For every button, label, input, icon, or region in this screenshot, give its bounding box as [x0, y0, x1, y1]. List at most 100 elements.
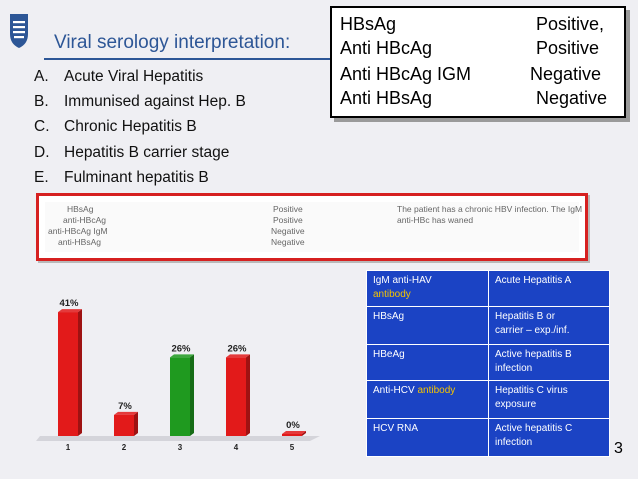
- table-row: IgM anti-HAV antibody Acute Hepatitis A: [366, 270, 610, 307]
- answer-explanation-panel: HBsAg anti-HBcAg anti-HBcAg IgM anti-HBs…: [45, 202, 583, 252]
- answer-value: Positive: [273, 204, 303, 214]
- chart-data-label: 0%: [286, 420, 300, 431]
- chart-bar: [170, 354, 194, 436]
- answer-marker: anti-HBcAg IgM: [48, 226, 108, 236]
- table-row: HCV RNA Active hepatitis C infection: [366, 418, 610, 457]
- answer-marker: HBsAg: [67, 204, 94, 214]
- chart-bar-side: [134, 411, 138, 436]
- table-row: HBeAg Active hepatitis B infection: [366, 344, 610, 381]
- lab-value: Negative: [530, 64, 602, 84]
- option-text: Immunised against Hep. B: [64, 93, 246, 110]
- chart-bar-top: [58, 309, 82, 313]
- table-cell-meaning: Acute Hepatitis A: [488, 270, 610, 307]
- lab-marker: Anti HBcAg IGM: [340, 64, 472, 84]
- answer-explanation: anti-HBc has waned: [397, 215, 474, 225]
- chart-bar-front: [58, 312, 78, 436]
- chart-bar-side: [190, 354, 194, 436]
- chart-data-label: 7%: [118, 401, 132, 412]
- table-cell-marker: IgM anti-HAV antibody: [366, 270, 489, 307]
- table-cell-marker: HBsAg: [366, 306, 489, 345]
- chart-bar: [58, 309, 82, 436]
- table-cell-marker: HCV RNA: [366, 418, 489, 457]
- chart-bar-front: [226, 357, 246, 436]
- lab-marker: Anti HBcAg: [340, 38, 433, 58]
- option-letter: D.: [34, 144, 50, 161]
- chart-bar-side: [302, 431, 306, 436]
- meaning-text: infection: [495, 363, 533, 374]
- meaning-text: Hepatitis B or: [495, 311, 556, 322]
- poll-results-chart: 41% 1 7% 2 26% 3 26% 4 0% 5: [36, 298, 320, 452]
- meaning-text: carrier – exp./inf.: [495, 325, 570, 336]
- chart-bar: [226, 354, 250, 436]
- meaning-text: Acute Hepatitis A: [495, 275, 572, 286]
- option-letter: A.: [34, 68, 49, 85]
- lab-value: Positive,: [536, 14, 605, 34]
- answer-value: Negative: [271, 226, 305, 236]
- option-text: Chronic Hepatitis B: [64, 118, 197, 135]
- table-cell-meaning: Active hepatitis C infection: [488, 418, 610, 457]
- university-logo-icon: [10, 14, 28, 48]
- meaning-text: Active hepatitis B: [495, 349, 572, 360]
- table-cell-meaning: Hepatitis C virus exposure: [488, 380, 610, 419]
- table-row: HBsAg Hepatitis B or carrier – exp./inf.: [366, 306, 610, 345]
- chart-bar-top: [114, 411, 138, 415]
- chart-bar: [114, 411, 138, 436]
- chart-bar-front: [282, 434, 302, 436]
- answer-marker: anti-HBcAg: [63, 215, 106, 225]
- table-cell-meaning: Active hepatitis B infection: [488, 344, 610, 381]
- chart-data-label: 41%: [59, 298, 79, 309]
- meaning-text: Active hepatitis C: [495, 423, 573, 434]
- answer-explanation-box: HBsAg anti-HBcAg anti-HBcAg IgM anti-HBs…: [36, 193, 588, 261]
- lab-marker: HBsAg: [340, 14, 397, 34]
- option-letter: E.: [34, 169, 49, 186]
- marker-text: HBsAg: [373, 311, 405, 322]
- chart-bar-top: [170, 354, 194, 358]
- option-text: Fulminant hepatitis B: [64, 169, 209, 186]
- chart-data-label: 26%: [227, 343, 247, 354]
- lab-value: Negative: [536, 88, 608, 108]
- marker-highlight: antibody: [373, 289, 411, 300]
- marker-text: HCV RNA: [373, 423, 419, 434]
- chart-bar: [282, 431, 306, 436]
- chart-bar-top: [282, 431, 306, 434]
- table-cell-meaning: Hepatitis B or carrier – exp./inf.: [488, 306, 610, 345]
- meaning-text: exposure: [495, 399, 537, 410]
- lab-value: Positive: [536, 38, 600, 58]
- option-text: Acute Viral Hepatitis: [64, 68, 204, 85]
- lab-marker: Anti HBsAg: [340, 88, 433, 108]
- title-divider: [44, 58, 344, 60]
- chart-tick-label: 2: [122, 443, 127, 452]
- meaning-text: infection: [495, 437, 533, 448]
- serology-reference-table: IgM anti-HAV antibody Acute Hepatitis A …: [366, 270, 610, 457]
- table-row: Anti-HCV antibody Hepatitis C virus expo…: [366, 380, 610, 419]
- chart-bar-top: [226, 354, 250, 358]
- table-cell-marker: HBeAg: [366, 344, 489, 381]
- chart-tick-label: 3: [178, 443, 183, 452]
- answer-value: Positive: [273, 215, 303, 225]
- chart-bar-side: [78, 309, 82, 436]
- option-letter: B.: [34, 93, 49, 110]
- meaning-text: Hepatitis C virus: [495, 385, 568, 396]
- chart-bar-front: [114, 414, 134, 436]
- lab-results-callout: HBsAg Positive, Anti HBcAg Positive Anti…: [330, 6, 626, 118]
- chart-tick-label: 4: [234, 443, 239, 452]
- option-letter: C.: [34, 118, 50, 135]
- page-number: 3: [614, 440, 623, 457]
- marker-text: IgM anti-HAV: [373, 275, 432, 286]
- table-cell-marker: Anti-HCV antibody: [366, 380, 489, 419]
- slide-title: Viral serology interpretation:: [54, 32, 291, 53]
- chart-data-label: 26%: [171, 343, 191, 354]
- chart-tick-label: 1: [66, 443, 71, 452]
- chart-floor: [36, 436, 320, 441]
- chart-bar-side: [246, 354, 250, 436]
- chart-bar-front: [170, 357, 190, 436]
- marker-text: HBeAg: [373, 349, 405, 360]
- marker-highlight: antibody: [417, 385, 456, 396]
- answer-explanation: The patient has a chronic HBV infection.…: [397, 204, 583, 214]
- chart-tick-label: 5: [290, 443, 295, 452]
- answer-marker: anti-HBsAg: [58, 237, 101, 247]
- answer-value: Negative: [271, 237, 305, 247]
- marker-text: Anti-HCV: [373, 385, 415, 396]
- option-text: Hepatitis B carrier stage: [64, 144, 230, 161]
